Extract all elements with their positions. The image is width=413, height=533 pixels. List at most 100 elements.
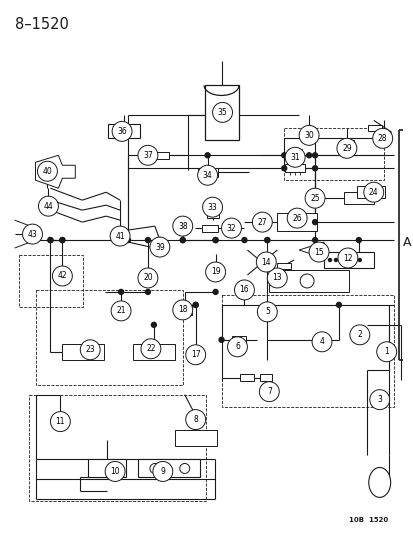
Bar — [115, 305, 127, 311]
Bar — [19, 255, 83, 307]
Circle shape — [117, 238, 122, 243]
Bar — [224, 224, 238, 232]
Circle shape — [105, 462, 125, 481]
Bar — [206, 211, 218, 217]
Circle shape — [299, 274, 313, 288]
Bar — [314, 336, 328, 343]
Circle shape — [145, 289, 150, 294]
Text: 8–1520: 8–1520 — [14, 17, 68, 31]
Circle shape — [312, 238, 317, 243]
Circle shape — [180, 238, 185, 243]
Circle shape — [380, 136, 385, 141]
Text: 6: 6 — [235, 342, 239, 351]
Text: 3: 3 — [376, 395, 381, 404]
Bar — [268, 270, 348, 292]
Circle shape — [349, 325, 369, 345]
Bar — [240, 374, 254, 381]
Circle shape — [23, 224, 43, 244]
Bar — [36, 290, 182, 385]
Circle shape — [339, 259, 343, 262]
Text: 31: 31 — [290, 153, 299, 162]
Circle shape — [256, 252, 275, 272]
Text: 15: 15 — [313, 247, 323, 256]
Bar — [285, 164, 304, 172]
Bar — [209, 267, 221, 273]
Bar — [197, 168, 217, 177]
Bar — [287, 149, 301, 156]
Text: 10B  1520: 10B 1520 — [348, 518, 387, 523]
Text: 26: 26 — [292, 214, 301, 223]
Circle shape — [33, 232, 38, 237]
Text: 37: 37 — [143, 151, 152, 160]
Circle shape — [140, 339, 161, 359]
Circle shape — [110, 226, 130, 246]
Bar — [177, 305, 191, 315]
Bar — [277, 263, 290, 270]
Text: 17: 17 — [190, 350, 200, 359]
Text: 24: 24 — [368, 188, 377, 197]
Text: 32: 32 — [226, 224, 236, 232]
Bar — [204, 85, 239, 140]
Circle shape — [60, 238, 65, 243]
Bar — [201, 224, 217, 232]
Circle shape — [172, 300, 192, 320]
Text: 39: 39 — [154, 243, 164, 252]
Circle shape — [336, 139, 356, 158]
Circle shape — [328, 259, 331, 262]
Circle shape — [281, 153, 286, 158]
Circle shape — [118, 289, 123, 294]
Circle shape — [185, 345, 205, 365]
Circle shape — [197, 165, 217, 185]
Bar — [255, 217, 268, 223]
Text: 21: 21 — [116, 306, 126, 316]
Circle shape — [376, 342, 396, 362]
Circle shape — [48, 238, 53, 243]
Polygon shape — [299, 242, 323, 258]
Circle shape — [221, 218, 241, 238]
Text: 22: 22 — [146, 344, 155, 353]
Circle shape — [33, 232, 38, 237]
Text: 25: 25 — [309, 193, 319, 203]
Text: 27: 27 — [257, 217, 266, 227]
Bar — [238, 287, 250, 293]
Circle shape — [309, 242, 328, 262]
Circle shape — [369, 390, 389, 410]
Text: 30: 30 — [304, 131, 313, 140]
Bar — [176, 223, 189, 230]
Circle shape — [264, 238, 269, 243]
Text: 43: 43 — [28, 230, 37, 239]
Text: 34: 34 — [202, 171, 212, 180]
Bar — [339, 140, 353, 147]
Bar — [108, 124, 140, 139]
Bar — [138, 459, 199, 478]
Circle shape — [180, 238, 185, 243]
Circle shape — [336, 302, 341, 308]
Circle shape — [264, 302, 269, 308]
Circle shape — [38, 196, 58, 216]
Circle shape — [185, 225, 190, 231]
Circle shape — [346, 259, 349, 262]
Circle shape — [204, 153, 210, 158]
Text: 14: 14 — [261, 257, 271, 266]
Text: 12: 12 — [342, 254, 352, 263]
Bar — [367, 125, 381, 131]
Bar — [28, 394, 205, 502]
Text: 23: 23 — [85, 345, 95, 354]
Bar — [133, 344, 174, 360]
Circle shape — [311, 332, 331, 352]
Bar — [174, 430, 216, 446]
Circle shape — [267, 268, 287, 288]
Text: 28: 28 — [377, 134, 387, 143]
Bar — [343, 192, 373, 204]
Circle shape — [372, 128, 392, 148]
Circle shape — [337, 248, 357, 268]
Circle shape — [151, 322, 156, 327]
Text: 33: 33 — [207, 203, 217, 212]
Ellipse shape — [368, 467, 390, 497]
Text: 29: 29 — [341, 144, 351, 153]
Bar — [232, 336, 246, 343]
Circle shape — [125, 238, 130, 243]
Text: 40: 40 — [43, 167, 52, 176]
Circle shape — [182, 302, 187, 308]
Circle shape — [52, 266, 72, 286]
